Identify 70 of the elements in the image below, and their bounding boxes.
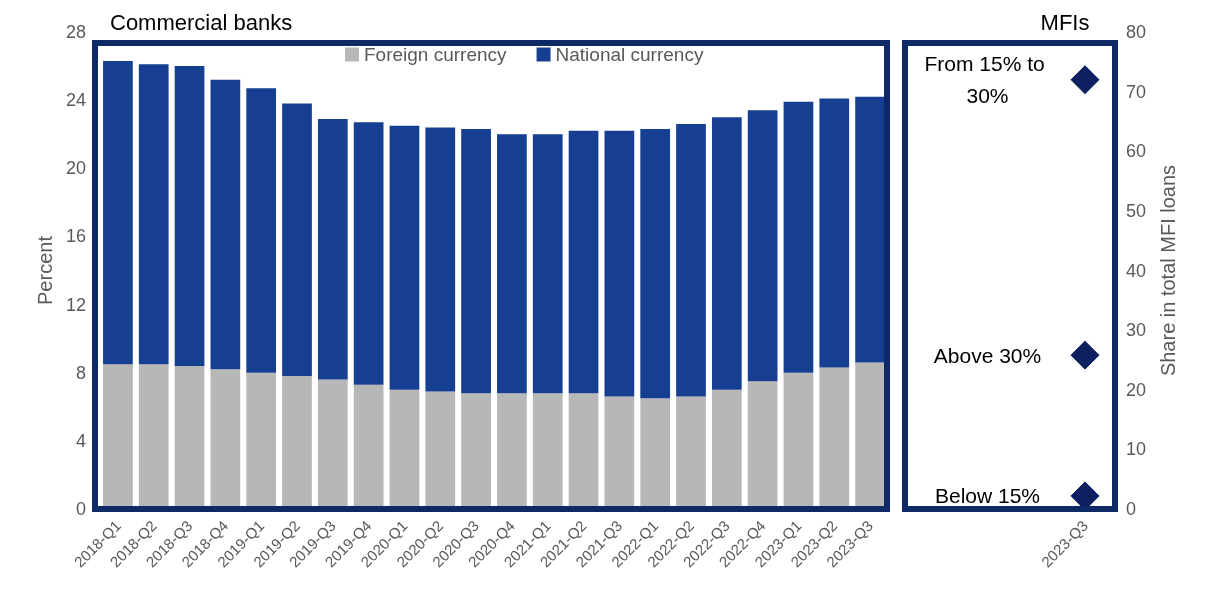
y-tick-label: 16 — [65, 226, 86, 247]
bar — [282, 103, 312, 377]
y2-tick-label: 30 — [1126, 320, 1147, 341]
y-tick-label: 4 — [75, 430, 86, 451]
y-tick-label: 28 — [65, 22, 86, 42]
bar — [138, 64, 169, 365]
bar — [568, 393, 599, 509]
bar — [103, 60, 133, 365]
bar — [210, 79, 241, 370]
y2-axis-title: Share in total MFI loans — [1157, 164, 1179, 377]
bar — [353, 122, 384, 385]
bar — [532, 393, 563, 509]
y2-tick-label: 20 — [1126, 379, 1147, 400]
bar — [174, 365, 205, 509]
y-tick-label: 0 — [75, 499, 86, 519]
bar — [676, 396, 706, 509]
bar — [353, 384, 384, 509]
bar — [317, 118, 348, 380]
bar — [604, 130, 635, 397]
bar — [604, 396, 635, 509]
series-label: Above 30% — [933, 343, 1042, 367]
bar — [711, 117, 742, 390]
bar — [246, 372, 277, 509]
bar — [461, 393, 491, 509]
bar — [210, 369, 241, 509]
bar — [389, 389, 420, 509]
bar — [103, 364, 133, 509]
bar — [640, 398, 671, 509]
bar — [389, 125, 420, 390]
y2-tick-label: 80 — [1126, 22, 1147, 42]
legend-label: National currency — [555, 44, 704, 65]
bar — [497, 134, 527, 394]
chart-title: MFIs — [1040, 9, 1090, 35]
bar — [640, 129, 671, 399]
y-tick-label: 24 — [65, 90, 86, 111]
y-tick-label: 20 — [65, 158, 86, 179]
bar — [711, 389, 742, 509]
bar — [425, 127, 456, 392]
y2-tick-label: 50 — [1126, 200, 1147, 221]
chart-title: Commercial banks — [110, 9, 293, 35]
series-label: Below 15% — [934, 484, 1041, 508]
bar — [282, 376, 312, 509]
bar — [855, 96, 885, 363]
series-label: From 15% to 30% — [924, 52, 1051, 108]
bar — [174, 66, 205, 366]
y2-tick-label: 10 — [1126, 439, 1147, 460]
bar — [747, 110, 778, 382]
bar — [819, 367, 850, 509]
y2-tick-label: 0 — [1126, 499, 1137, 519]
y-tick-label: 8 — [75, 362, 86, 383]
legend-label: Foreign currency — [364, 44, 508, 65]
bar — [676, 123, 706, 397]
bar — [783, 372, 814, 509]
y-tick-label: 12 — [65, 294, 86, 315]
bar — [317, 379, 348, 509]
bar — [568, 130, 599, 394]
bar — [532, 134, 563, 394]
bar — [138, 364, 169, 509]
y2-tick-label: 40 — [1126, 260, 1147, 281]
bar — [855, 362, 885, 509]
y2-tick-label: 60 — [1126, 141, 1147, 162]
y-axis-title: Percent — [34, 235, 56, 305]
bar — [497, 393, 527, 509]
bar — [246, 88, 277, 373]
bar — [747, 381, 778, 509]
bar — [819, 98, 850, 368]
bar — [783, 101, 814, 373]
bar — [425, 391, 456, 509]
bar — [461, 129, 491, 394]
y2-tick-label: 70 — [1126, 81, 1147, 102]
